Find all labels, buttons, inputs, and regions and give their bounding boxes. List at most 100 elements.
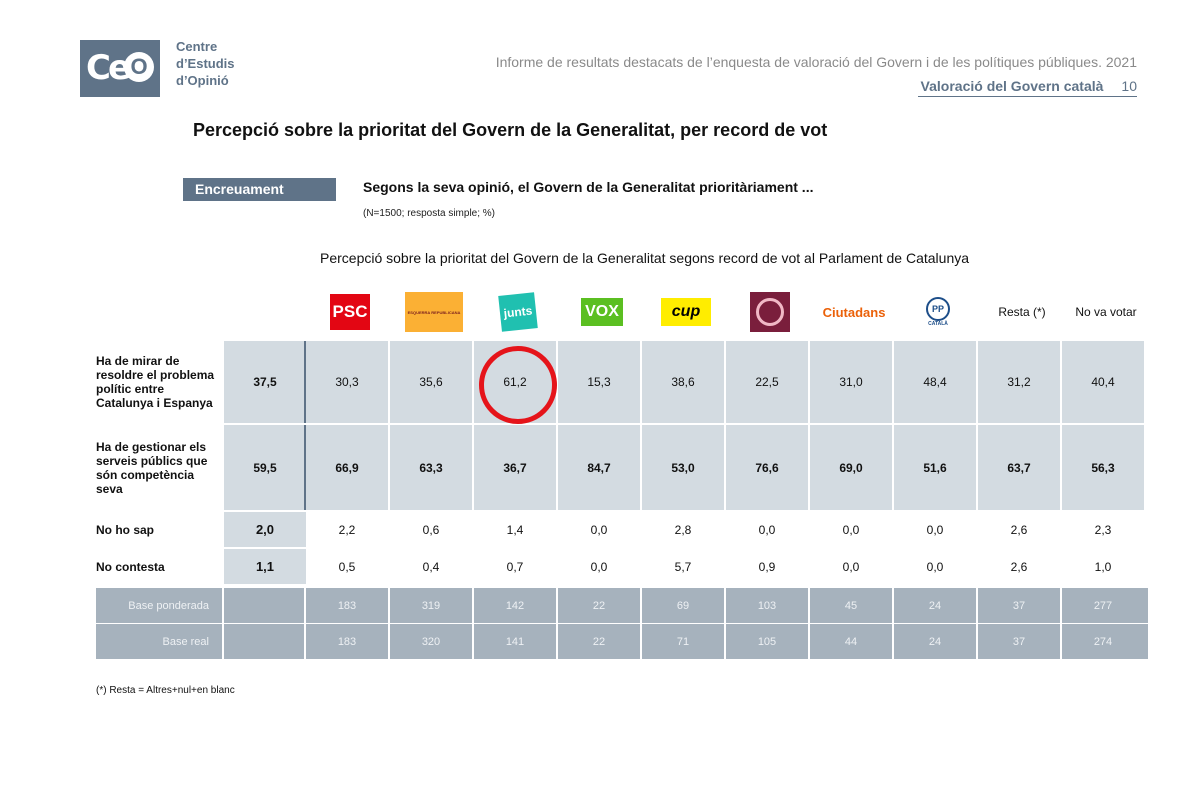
party-header-text: No va votar [1064, 283, 1148, 341]
cell-gap [472, 588, 474, 623]
cs-logo: Ciutadans [822, 304, 886, 320]
table-cell: 84,7 [558, 425, 640, 510]
base-cell [224, 588, 306, 623]
party-header-vox-logo: VOX [560, 283, 644, 341]
party-header-cs-logo: Ciutadans [812, 283, 896, 341]
table-cell: 2,6 [1010, 559, 1028, 574]
cell-gap [304, 588, 306, 623]
base-cell: 69 [676, 599, 690, 612]
cell-gap [724, 624, 726, 659]
table-cell: 0,0 [590, 522, 608, 537]
base-cell: 103 [757, 599, 777, 612]
cell-gap [556, 588, 558, 623]
base-cell: 274 [1093, 635, 1113, 648]
footnote: (*) Resta = Altres+nul+en blanc [96, 685, 235, 696]
table-cell: 63,7 [978, 425, 1060, 510]
page-title: Percepció sobre la prioritat del Govern … [193, 120, 828, 140]
party-header-comuns-logo [728, 283, 812, 341]
table-cell: 1,0 [1094, 559, 1112, 574]
table-cell: 5,7 [674, 559, 692, 574]
cup-logo: cup [661, 298, 711, 326]
base-cell: 71 [676, 635, 690, 648]
pp-logo: PP CATALÀ [926, 297, 950, 327]
table-cell: 35,6 [390, 341, 472, 423]
table-cell: 2,3 [1094, 522, 1112, 537]
table-cell: 2,6 [1010, 522, 1028, 537]
row-label: Ha de mirar de resoldre el problema polí… [96, 354, 215, 410]
table-cell: 0,9 [758, 559, 776, 574]
table-cell: 59,5 [224, 425, 306, 510]
party-header-psc-logo: PSC [308, 283, 392, 341]
cell-gap [1060, 588, 1062, 623]
table-cell: 66,9 [306, 425, 388, 510]
table-cell: 0,0 [842, 559, 860, 574]
column-divider [304, 341, 306, 423]
cell-gap [640, 588, 642, 623]
table-cell: 48,4 [894, 341, 976, 423]
base-cell: 320 [421, 635, 441, 648]
table-row: No contesta 1,1 0,5 0,4 0,7 0,0 5,7 0,9 0,0 0,0 2,… [96, 549, 1148, 584]
ceo-logo: Ce O [80, 40, 160, 97]
base-cell: 183 [337, 599, 357, 612]
table-row: Ha de mirar de resoldre el problema polí… [96, 341, 1148, 423]
base-cell: 22 [592, 635, 606, 648]
table-cell: 76,6 [726, 425, 808, 510]
section-title: Valoració del Govern català [920, 78, 1104, 94]
cell-gap [388, 588, 390, 623]
table-cell: 22,5 [726, 341, 808, 423]
table-cell: 1,1 [224, 549, 306, 584]
base-cell: 44 [844, 635, 858, 648]
base-cell [224, 624, 306, 659]
base-cell: 183 [337, 635, 357, 648]
base-cell: 37 [1012, 599, 1026, 612]
table-cell: 0,0 [758, 522, 776, 537]
cell-gap [892, 588, 894, 623]
junts-logo: junts [498, 292, 538, 332]
base-cell: 37 [1012, 635, 1026, 648]
psc-logo: PSC [330, 294, 370, 330]
section-header: Valoració del Govern català 10 [921, 78, 1137, 94]
base-row: Base real 183 320 141 22 71 105 44 24 37 274 [96, 624, 1148, 659]
table-cell: 15,3 [558, 341, 640, 423]
logo-o-icon: O [124, 52, 154, 82]
table-cell: 0,0 [590, 559, 608, 574]
org-name: Centre d’Estudis d’Opinió [176, 38, 235, 89]
page-number: 10 [1121, 78, 1137, 94]
base-cell: 277 [1093, 599, 1113, 612]
party-header-text: Resta (*) [980, 283, 1064, 341]
table-cell: 0,0 [842, 522, 860, 537]
table-cell: 2,0 [224, 512, 306, 547]
table-cell: 0,0 [926, 559, 944, 574]
cell-gap [222, 624, 224, 659]
base-cell: 22 [592, 599, 606, 612]
base-cell: 141 [505, 635, 525, 648]
pp-circle-icon: PP [926, 297, 950, 321]
table-cell: 56,3 [1062, 425, 1144, 510]
vox-logo: VOX [581, 298, 623, 326]
logo-letters: Ce [86, 48, 131, 88]
org-name-line: d’Opinió [176, 73, 229, 88]
party-text-label: No va votar [1075, 305, 1137, 319]
cell-gap [388, 624, 390, 659]
cell-gap [304, 624, 306, 659]
cell-gap [1060, 624, 1062, 659]
cell-gap [472, 624, 474, 659]
comuns-logo [750, 292, 790, 332]
cell-gap [808, 624, 810, 659]
column-divider [304, 425, 306, 510]
cell-gap [640, 624, 642, 659]
base-cell: 45 [844, 599, 858, 612]
party-text-label: Resta (*) [998, 305, 1046, 319]
comuns-ring-icon [756, 298, 784, 326]
table-cell: 0,6 [422, 522, 440, 537]
table-cell: 0,5 [338, 559, 356, 574]
base-row-label: Base real [162, 635, 209, 648]
party-header-junts-logo: junts [476, 283, 560, 341]
base-cell: 319 [421, 599, 441, 612]
highlight-circle [479, 346, 557, 424]
table-cell: 30,3 [306, 341, 388, 423]
base-cell: 142 [505, 599, 525, 612]
table-title: Percepció sobre la prioritat del Govern … [320, 250, 970, 266]
org-name-line: Centre [176, 39, 218, 54]
base-row-label: Base ponderada [128, 599, 209, 612]
